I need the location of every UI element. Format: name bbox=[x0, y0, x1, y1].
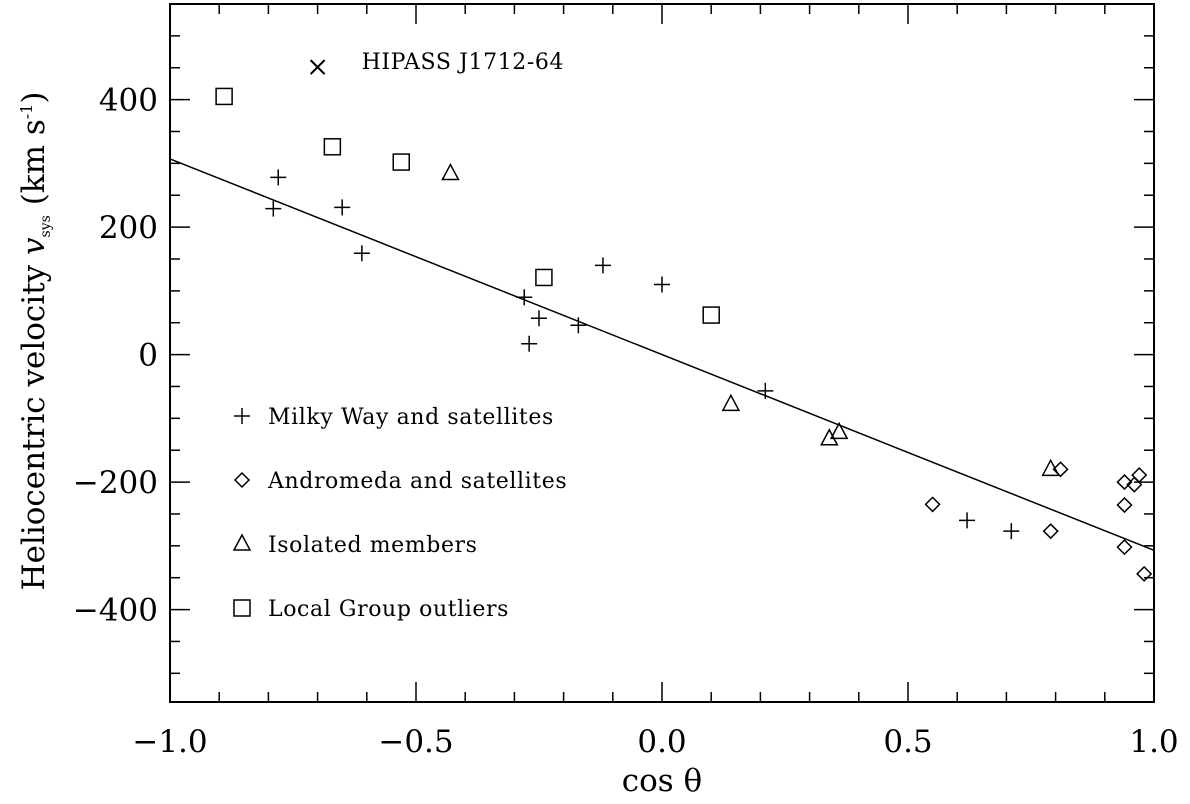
plus-point bbox=[516, 289, 533, 306]
plus-point bbox=[654, 276, 670, 293]
axis-ticks bbox=[169, 3, 1155, 702]
legend-triangle-symbol bbox=[232, 533, 252, 551]
y-axis-title-var: v bbox=[16, 237, 52, 255]
diamond-point bbox=[1131, 467, 1148, 484]
square-point bbox=[323, 138, 342, 156]
legend-label: Local Group outliers bbox=[268, 597, 509, 622]
diamond-point bbox=[1116, 474, 1133, 491]
square-point bbox=[702, 306, 720, 324]
y-axis-title-unit-close: ) bbox=[16, 92, 52, 104]
x-tick-label: −0.5 bbox=[378, 724, 453, 760]
legend-square-symbol bbox=[233, 599, 251, 617]
diamond-point bbox=[1116, 539, 1133, 556]
cross-marker-annotation bbox=[309, 59, 326, 75]
data-points bbox=[215, 87, 1153, 582]
x-tick-label: 0.0 bbox=[637, 724, 686, 760]
annotation: HIPASS J1712-64 bbox=[309, 50, 565, 75]
y-axis-title-sup: -1 bbox=[17, 104, 36, 120]
legend: Milky Way and satellites Andromeda and sa… bbox=[232, 405, 567, 622]
y-tick-label: 400 bbox=[99, 83, 158, 119]
y-tick-label: 0 bbox=[138, 338, 158, 374]
plus-point bbox=[531, 310, 547, 327]
square-point bbox=[215, 87, 233, 106]
tick-labels: −1.0 −0.5 0.0 0.5 1.0 −400 −200 0 200 400 bbox=[73, 83, 1179, 760]
legend-label: Milky Way and satellites bbox=[268, 405, 554, 430]
y-tick-label: −200 bbox=[73, 465, 158, 501]
square-point bbox=[392, 153, 410, 171]
diamond-point bbox=[1116, 496, 1133, 514]
x-tick-label: −1.0 bbox=[132, 724, 207, 760]
plus-point bbox=[1003, 523, 1020, 540]
legend-label: Isolated members bbox=[268, 533, 478, 558]
diamond-point bbox=[1136, 565, 1153, 582]
plus-point bbox=[570, 317, 587, 334]
x-tick-label: 0.5 bbox=[883, 724, 932, 760]
legend-label: Andromeda and satellites bbox=[267, 469, 567, 494]
y-axis-title-unit-open: (km s bbox=[16, 119, 52, 215]
plus-point bbox=[521, 335, 538, 352]
y-axis-title: Heliocentric velocity vsys (km s-1) bbox=[16, 92, 54, 591]
y-axis-title-main: Heliocentric velocity bbox=[16, 255, 52, 591]
y-tick-label: 200 bbox=[99, 210, 158, 246]
plus-point bbox=[353, 245, 370, 262]
square-point bbox=[535, 268, 553, 287]
plus-point bbox=[334, 199, 351, 216]
triangle-point bbox=[1041, 458, 1060, 477]
fit-line bbox=[169, 158, 1155, 551]
diamond-point bbox=[924, 496, 941, 513]
plus-point bbox=[270, 169, 287, 186]
annotation-label: HIPASS J1712-64 bbox=[362, 50, 565, 75]
triangle-point bbox=[441, 162, 460, 181]
plot-frame bbox=[169, 3, 1155, 703]
plus-point bbox=[959, 512, 976, 529]
plus-point bbox=[265, 200, 282, 217]
legend-diamond-symbol bbox=[233, 471, 251, 489]
diamond-point bbox=[1042, 523, 1059, 540]
x-tick-label: 1.0 bbox=[1129, 724, 1178, 760]
y-axis-title-sub: sys bbox=[38, 215, 54, 237]
triangle-point bbox=[820, 428, 839, 446]
y-tick-label: −400 bbox=[73, 593, 158, 629]
triangle-point bbox=[721, 393, 741, 412]
diamond-point bbox=[1052, 461, 1069, 478]
triangle-point bbox=[829, 421, 849, 440]
legend-plus-symbol bbox=[234, 408, 250, 424]
x-axis-title: cos θ bbox=[622, 763, 702, 799]
plus-point bbox=[594, 257, 611, 274]
plus-point bbox=[757, 382, 774, 399]
